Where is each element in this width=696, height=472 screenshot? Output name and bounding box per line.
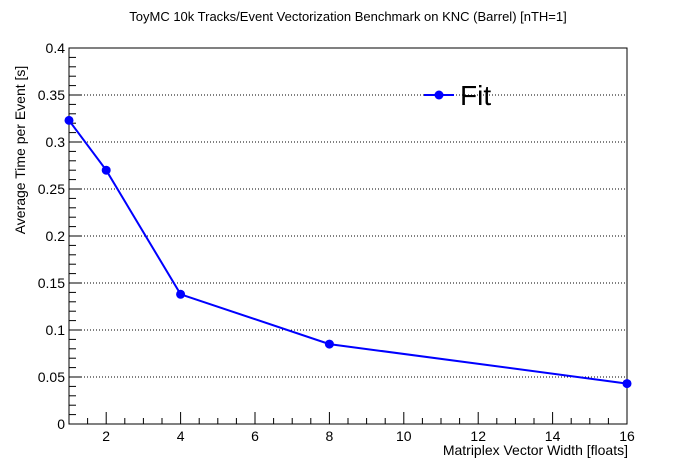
x-tick-label: 16 — [619, 428, 635, 444]
series-line — [68, 119, 628, 385]
x-tick-label: 12 — [470, 428, 486, 444]
y-tick-label: 0.15 — [38, 275, 65, 291]
y-tick-label: 0.1 — [46, 322, 66, 338]
y-tick-label: 0.05 — [38, 369, 65, 385]
chart-title: ToyMC 10k Tracks/Event Vectorization Ben… — [129, 9, 567, 24]
legend-label: Fit — [460, 80, 491, 111]
x-axis-label: Matriplex Vector Width [floats] — [442, 442, 628, 458]
x-tick-label: 10 — [396, 428, 412, 444]
x-tick-label: 4 — [177, 428, 185, 444]
y-tick-label: 0.25 — [38, 181, 65, 197]
y-tick-label: 0.35 — [38, 87, 65, 103]
y-tick-label: 0.2 — [46, 228, 66, 244]
y-tick-label: 0 — [57, 416, 65, 432]
data-point — [622, 379, 632, 389]
data-point — [176, 289, 186, 299]
data-point — [324, 339, 334, 349]
y-tick-label: 0.3 — [46, 134, 66, 150]
x-tick-label: 2 — [102, 428, 110, 444]
x-tick-label: 8 — [326, 428, 334, 444]
y-tick-label: 0.4 — [46, 40, 66, 56]
x-tick-label: 6 — [251, 428, 259, 444]
legend-marker — [434, 90, 444, 100]
data-point — [64, 115, 74, 125]
x-tick-label: 14 — [545, 428, 561, 444]
data-point — [101, 165, 111, 175]
